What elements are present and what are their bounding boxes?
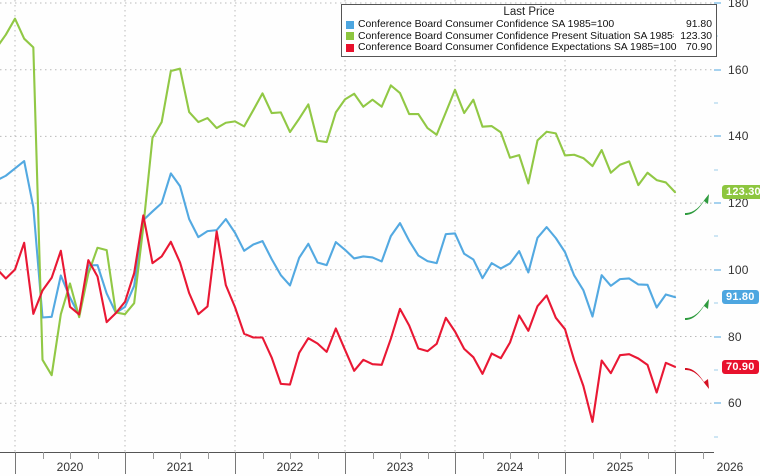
x-tick-label: 2025 [606,460,634,474]
legend-series-value: 70.90 [685,42,712,54]
x-tick-major [455,452,456,474]
x-tick-minor [482,452,484,459]
legend-series-label: Conference Board Consumer Confidence Exp… [358,42,677,54]
y-tick-mark [714,336,721,337]
x-tick-major [675,452,676,474]
plot-area [0,0,714,452]
x-axis: 2020 2021 2022 2023 2024 2025 2026 [0,452,760,476]
x-tick-major [125,452,126,474]
y-tick-label: 140 [728,129,749,144]
y-tick-label: 60 [728,396,742,411]
x-tick-minor [42,452,44,459]
x-tick-minor [372,452,374,459]
callout-expectations: 70.90 [722,359,759,374]
y-tick-mark [714,135,721,137]
y-tick-label: 80 [728,329,742,344]
x-tick-minor [262,452,264,459]
y-tick-label: 160 [728,62,749,77]
legend-series-value: 123.30 [680,30,712,42]
y-tick-minor [714,169,718,171]
y-tick-minor [714,436,718,438]
x-tick-minor [317,452,319,459]
x-tick-minor [70,452,71,459]
legend-series-label: Conference Board Consumer Confidence SA … [358,19,615,30]
callout-present-situation: 123.30 [722,185,760,200]
callout-headline: 91.80 [722,290,759,305]
x-tick-minor [290,452,291,459]
series-line-1 [0,17,677,377]
legend-series-value: 91.80 [685,19,712,30]
y-tick-minor [714,369,718,371]
legend-swatch-icon [346,32,354,41]
legend-swatch-icon [346,43,354,52]
legend-row: Conference Board Consumer Confidence Exp… [346,42,712,54]
y-tick-mark [714,202,721,204]
x-tick-major [15,452,16,474]
y-tick-label: 180 [728,0,749,10]
x-tick-major [565,452,566,474]
x-tick-minor [180,452,181,459]
y-tick-label: 100 [728,262,749,277]
x-tick-minor [620,452,621,459]
x-tick-minor [537,452,539,459]
x-tick-label: 2026 [716,460,744,474]
legend-box: Last Price Conference Board Consumer Con… [341,4,717,57]
x-tick-minor [207,452,209,459]
y-tick-minor [714,235,718,237]
legend-swatch-icon [346,20,354,29]
x-tick-minor [647,452,649,459]
legend-title: Last Price [503,6,555,18]
x-tick-label: 2020 [56,460,84,474]
y-tick-mark [714,2,721,4]
trend-arrow-present-situation [683,191,713,217]
x-tick-major [235,452,236,474]
x-tick-label: 2023 [386,460,414,474]
series-canvas [0,0,714,452]
x-tick-minor [592,452,594,459]
legend-rows: Conference Board Consumer Confidence SA … [346,19,712,54]
x-tick-major [345,452,346,474]
x-tick-label: 2024 [496,460,524,474]
y-axis: 60 80 100 120 140 160 180 [714,0,760,452]
y-tick-mark [714,269,721,271]
x-tick-minor [702,452,704,459]
y-tick-label: 120 [728,196,749,211]
series-line-2 [0,214,677,423]
x-tick-minor [152,452,154,459]
trend-arrow-headline [683,296,713,322]
x-tick-label: 2022 [276,460,304,474]
y-tick-mark [714,69,721,71]
legend-row: Conference Board Consumer Confidence Pre… [346,31,712,43]
x-axis-line [0,452,714,453]
x-tick-minor [427,452,429,459]
legend-row: Conference Board Consumer Confidence SA … [346,19,712,31]
trend-arrow-expectations [683,366,713,392]
legend-series-label: Conference Board Consumer Confidence Pre… [358,30,675,42]
x-tick-label: 2021 [166,460,194,474]
x-tick-minor [97,452,99,459]
x-tick-minor [510,452,511,459]
y-tick-mark [714,402,721,404]
y-tick-minor [714,302,718,304]
y-tick-minor [714,102,718,104]
x-tick-minor [400,452,401,459]
